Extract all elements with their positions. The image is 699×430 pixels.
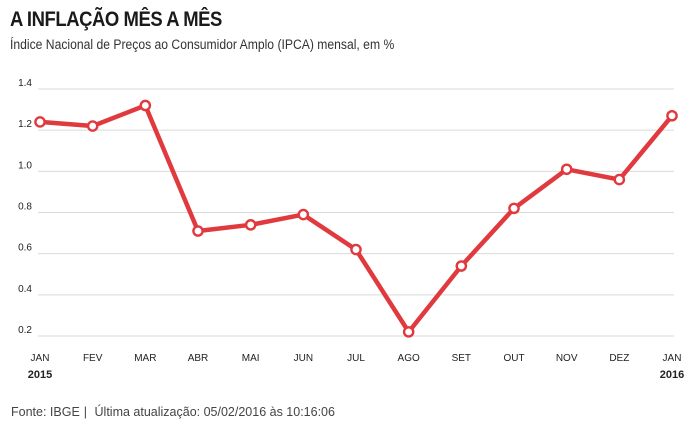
x-tick-label: JAN bbox=[31, 353, 50, 364]
line-chart: 0.2 0.4 0.6 0.8 1.0 1.2 1.4 JAN 2015 FEV MAR ABR MA… bbox=[18, 78, 684, 381]
x-tick-label: FEV bbox=[83, 353, 103, 364]
series-line bbox=[37, 103, 675, 335]
y-tick-label: 0.2 bbox=[18, 325, 32, 336]
y-tick-label: 1.4 bbox=[18, 78, 32, 89]
last-updated: Última atualização: 05/02/2016 às 10:16:… bbox=[94, 405, 335, 419]
data-point[interactable] bbox=[139, 99, 152, 112]
x-tick-year-label: 2016 bbox=[660, 369, 684, 381]
y-tick-label: 0.4 bbox=[18, 284, 32, 295]
x-axis-ticks: JAN 2015 FEV MAR ABR MAI JUN JUL AGO SET OUT NOV DEZ… bbox=[28, 353, 684, 381]
source-label: Fonte: IBGE bbox=[11, 405, 80, 419]
y-axis-ticks: 0.2 0.4 0.6 0.8 1.0 1.2 1.4 bbox=[18, 78, 32, 336]
y-tick-label: 1.2 bbox=[18, 119, 32, 130]
x-tick-label: OUT bbox=[503, 353, 524, 364]
data-point[interactable] bbox=[350, 243, 362, 256]
gridlines bbox=[38, 88, 674, 337]
series-line-group bbox=[37, 103, 675, 335]
data-markers bbox=[34, 99, 678, 338]
data-point[interactable] bbox=[34, 116, 46, 128]
x-tick-label: MAR bbox=[134, 353, 156, 364]
y-tick-label: 0.8 bbox=[18, 202, 32, 213]
data-point[interactable] bbox=[666, 109, 678, 122]
data-point[interactable] bbox=[192, 225, 204, 237]
x-tick-label: JAN bbox=[663, 353, 682, 364]
x-tick-label: NOV bbox=[556, 353, 578, 364]
data-point[interactable] bbox=[297, 208, 310, 221]
x-tick-label: AGO bbox=[398, 353, 420, 364]
x-tick-label: DEZ bbox=[609, 353, 629, 364]
data-point[interactable] bbox=[86, 120, 99, 132]
chart-subtitle: Índice Nacional de Preços ao Consumidor … bbox=[10, 37, 395, 52]
y-tick-label: 1.0 bbox=[18, 160, 32, 171]
chart-footer: Fonte: IBGE | Última atualização: 05/02/2… bbox=[11, 405, 339, 419]
x-tick-label: MAI bbox=[242, 353, 260, 364]
chart-title: A INFLAÇÃO MÊS A MÊS bbox=[10, 8, 222, 31]
data-point[interactable] bbox=[244, 219, 257, 231]
footer-separator: | bbox=[83, 405, 88, 419]
y-tick-label: 0.6 bbox=[18, 243, 32, 254]
x-tick-label: SET bbox=[452, 353, 471, 364]
data-point[interactable] bbox=[402, 326, 415, 338]
x-tick-year-label: 2015 bbox=[28, 369, 52, 381]
data-point[interactable] bbox=[560, 163, 573, 176]
data-point[interactable] bbox=[455, 260, 468, 272]
x-tick-label: JUL bbox=[347, 353, 365, 364]
data-point[interactable] bbox=[508, 202, 520, 215]
data-point[interactable] bbox=[613, 173, 626, 186]
x-tick-label: JUN bbox=[294, 353, 313, 364]
x-tick-label: ABR bbox=[188, 353, 209, 364]
